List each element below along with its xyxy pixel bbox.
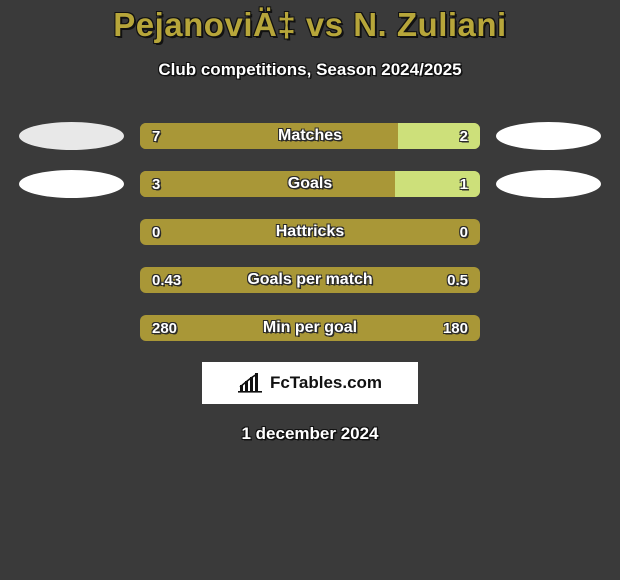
- left-oval: [19, 122, 124, 150]
- bar-left-segment: [140, 267, 480, 293]
- stat-rows: 7Matches2 3Goals1 0Hattricks0 0.43Goals per…: [0, 122, 620, 342]
- bar-right-segment: [395, 171, 480, 197]
- bar-left-segment: [140, 315, 480, 341]
- stat-row-hattricks: 0Hattricks0: [0, 218, 620, 246]
- bar-left-segment: [140, 219, 480, 245]
- bar-left-segment: [140, 123, 398, 149]
- stat-row-mpg: 280Min per goal180: [0, 314, 620, 342]
- bar-right-segment: [398, 123, 480, 149]
- left-oval: [19, 266, 124, 294]
- bar-left-segment: [140, 171, 395, 197]
- right-oval: [496, 314, 601, 342]
- stat-bar: 280Min per goal180: [140, 315, 480, 341]
- stat-bar: 0.43Goals per match0.5: [140, 267, 480, 293]
- left-oval: [19, 314, 124, 342]
- stat-row-matches: 7Matches2: [0, 122, 620, 150]
- left-oval: [19, 218, 124, 246]
- brand-box: FcTables.com: [202, 362, 418, 404]
- right-oval: [496, 218, 601, 246]
- page-title: PejanoviÄ‡ vs N. Zuliani: [0, 6, 620, 44]
- stat-bar: 0Hattricks0: [140, 219, 480, 245]
- footer: FcTables.com 1 december 2024: [0, 362, 620, 444]
- stat-bar: 3Goals1: [140, 171, 480, 197]
- date-label: 1 december 2024: [0, 424, 620, 444]
- right-oval: [496, 266, 601, 294]
- stat-row-gpm: 0.43Goals per match0.5: [0, 266, 620, 294]
- chart-icon: [238, 373, 264, 393]
- stat-bar: 7Matches2: [140, 123, 480, 149]
- page-subtitle: Club competitions, Season 2024/2025: [0, 60, 620, 80]
- comparison-card: PejanoviÄ‡ vs N. Zuliani Club competitio…: [0, 0, 620, 444]
- right-oval: [496, 122, 601, 150]
- right-oval: [496, 170, 601, 198]
- stat-row-goals: 3Goals1: [0, 170, 620, 198]
- brand-text: FcTables.com: [270, 373, 382, 393]
- left-oval: [19, 170, 124, 198]
